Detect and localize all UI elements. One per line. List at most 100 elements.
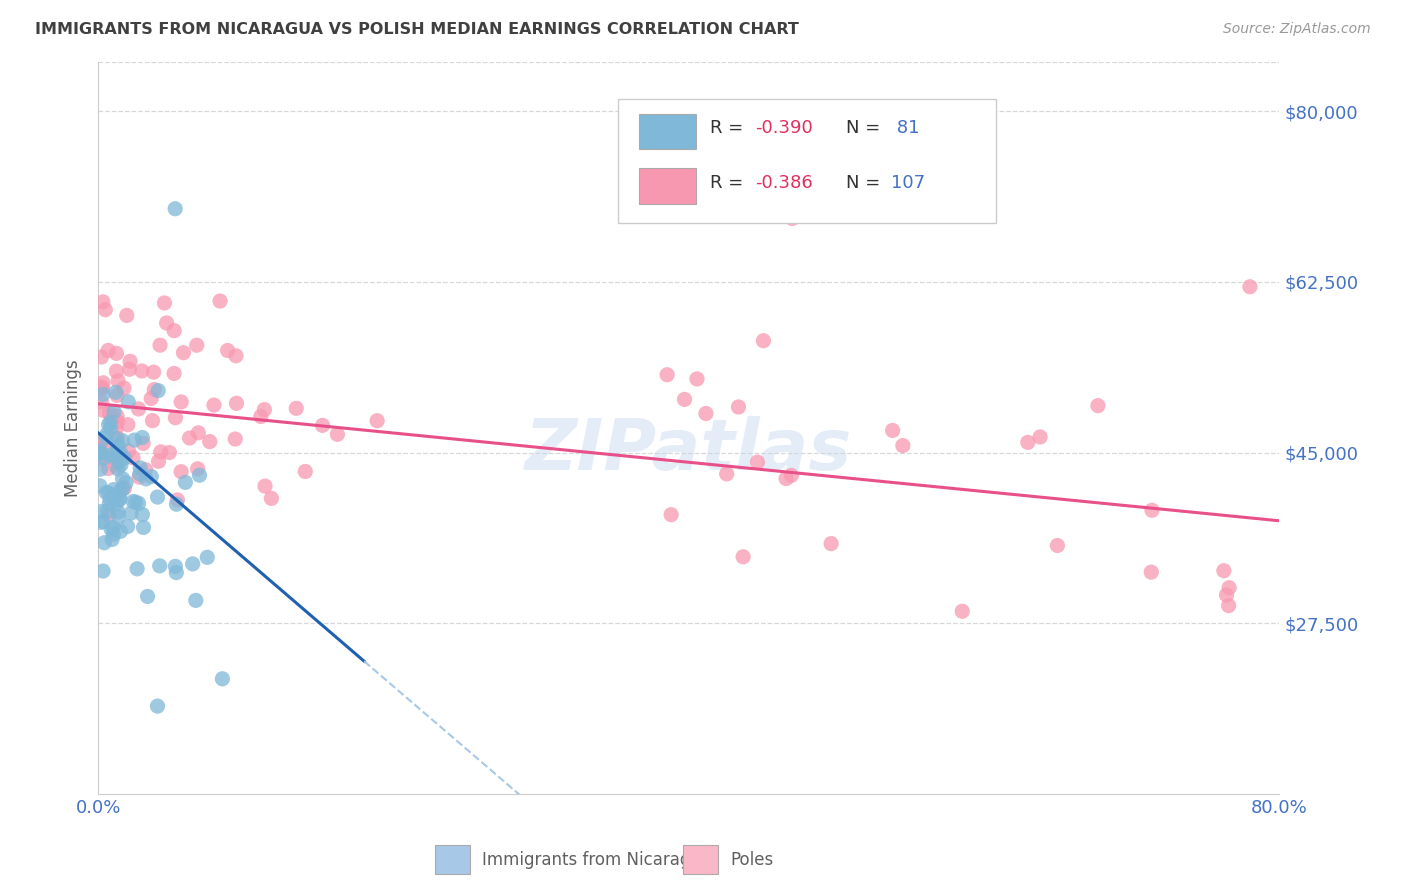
Point — [1046, 539, 1069, 553]
Point — [117, 519, 139, 533]
Point — [105, 441, 128, 455]
Point — [110, 524, 132, 539]
Point — [146, 490, 169, 504]
Y-axis label: Median Earnings: Median Earnings — [65, 359, 83, 497]
Point — [90, 435, 112, 450]
Point — [129, 461, 152, 475]
Point — [110, 458, 132, 472]
Point — [149, 445, 172, 459]
Point — [93, 403, 115, 417]
Point — [108, 486, 131, 500]
Text: R =: R = — [710, 120, 749, 137]
Point — [198, 434, 221, 449]
Point — [775, 472, 797, 486]
Point — [108, 492, 131, 507]
Point — [120, 354, 142, 368]
Point — [820, 536, 842, 550]
Point — [174, 475, 197, 490]
Point — [93, 535, 115, 549]
Point — [285, 401, 308, 416]
Point — [94, 431, 117, 445]
Point — [149, 558, 172, 573]
Point — [170, 395, 193, 409]
Point — [163, 324, 186, 338]
Point — [186, 338, 208, 352]
Point — [103, 527, 125, 541]
Point — [181, 557, 204, 571]
Point — [117, 417, 139, 432]
Point — [90, 462, 112, 476]
Text: -0.386: -0.386 — [755, 174, 813, 192]
Point — [94, 302, 117, 317]
Point — [157, 445, 180, 459]
Point — [122, 450, 145, 465]
Point — [165, 202, 187, 216]
Point — [149, 338, 172, 352]
Point — [1017, 435, 1039, 450]
Point — [111, 482, 134, 496]
Point — [1087, 399, 1109, 413]
Point — [225, 349, 247, 363]
Point — [124, 433, 146, 447]
Point — [209, 293, 232, 308]
Point — [166, 497, 188, 511]
Point — [105, 346, 128, 360]
Point — [686, 372, 709, 386]
Point — [117, 394, 139, 409]
Point — [94, 450, 117, 465]
FancyBboxPatch shape — [619, 99, 995, 223]
Point — [107, 374, 129, 388]
Point — [104, 450, 127, 465]
Point — [100, 421, 122, 435]
Point — [90, 451, 112, 466]
Point — [225, 396, 247, 410]
Point — [747, 455, 769, 469]
Point — [249, 409, 271, 424]
Point — [131, 364, 153, 378]
Point — [179, 431, 201, 445]
Point — [195, 550, 218, 565]
Text: N =: N = — [846, 120, 886, 137]
Point — [148, 454, 170, 468]
Point — [294, 465, 316, 479]
Point — [101, 411, 124, 425]
Point — [153, 296, 176, 310]
Text: 81: 81 — [891, 120, 920, 137]
Point — [105, 496, 128, 510]
Point — [96, 504, 118, 518]
Point — [89, 479, 111, 493]
Point — [125, 495, 148, 509]
Point — [326, 427, 349, 442]
Point — [253, 479, 276, 493]
Point — [211, 672, 233, 686]
Bar — [434, 845, 471, 874]
Point — [733, 549, 755, 564]
Point — [111, 482, 134, 496]
Point — [165, 410, 187, 425]
Text: ZIPatlas: ZIPatlas — [526, 416, 852, 484]
Point — [136, 590, 159, 604]
Bar — [640, 113, 696, 149]
Point — [89, 443, 111, 458]
Point — [260, 491, 283, 506]
Point — [128, 401, 150, 416]
Point — [132, 520, 155, 534]
Point — [107, 415, 129, 429]
Bar — [640, 169, 696, 203]
Point — [155, 316, 177, 330]
Point — [184, 593, 207, 607]
Point — [187, 462, 209, 476]
Point — [170, 465, 193, 479]
Point — [111, 472, 134, 486]
Point — [112, 450, 135, 465]
Point — [98, 492, 121, 507]
Point — [253, 402, 276, 417]
Point — [103, 483, 125, 497]
Point — [165, 566, 187, 580]
Point — [127, 562, 149, 576]
Text: Immigrants from Nicaragua: Immigrants from Nicaragua — [482, 851, 711, 869]
Point — [165, 559, 187, 574]
Point — [105, 364, 128, 378]
Point — [891, 439, 914, 453]
Point — [91, 294, 114, 309]
